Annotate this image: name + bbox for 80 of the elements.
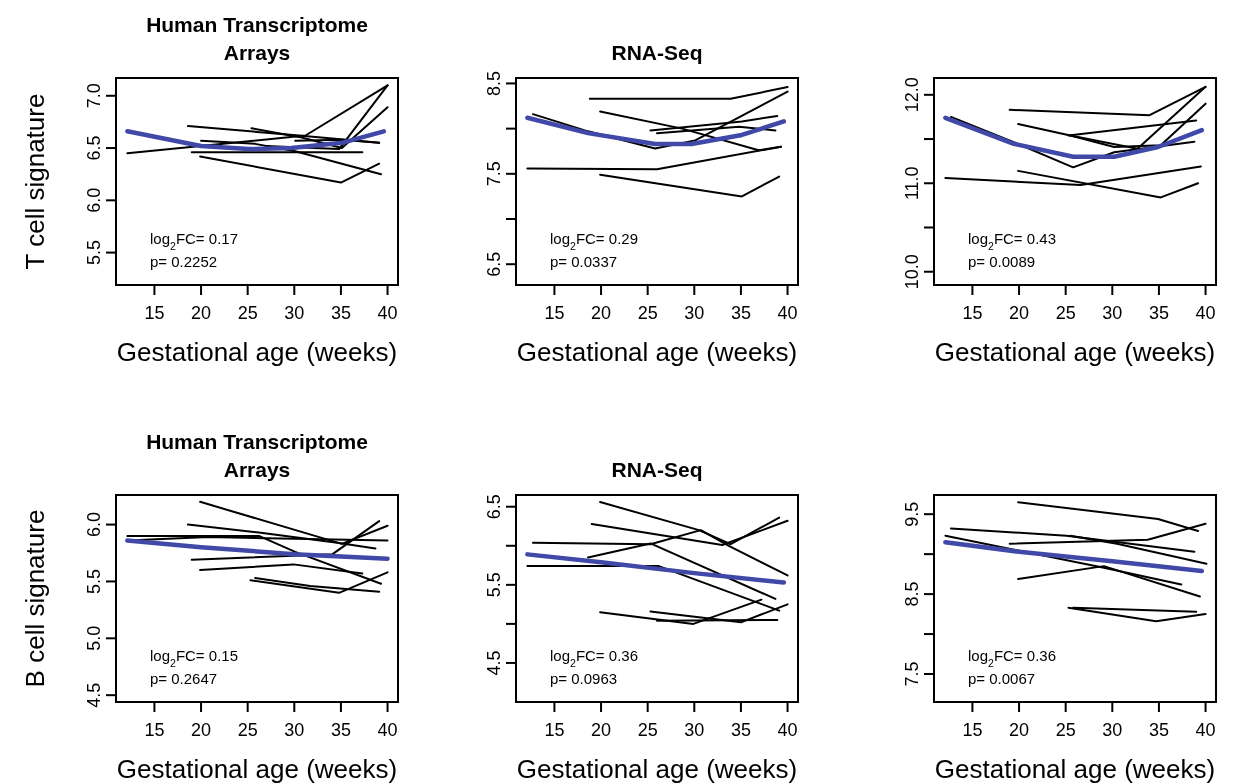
x-tick-label: 20	[191, 303, 212, 323]
annotation: p= 0.2252	[150, 253, 218, 270]
x-tick-label: 40	[777, 720, 798, 740]
y-tick-label: 7.5	[902, 661, 922, 687]
x-tick-label: 30	[1102, 720, 1123, 740]
x-tick-label: 35	[730, 720, 751, 740]
annotation: p= 0.0337	[550, 253, 618, 270]
x-tick-label: 30	[284, 720, 305, 740]
x-tick-label: 15	[962, 303, 983, 323]
y-tick-label: 7.5	[484, 161, 504, 187]
y-tick-label: 12.0	[902, 77, 922, 113]
x-tick-label: 40	[1195, 720, 1216, 740]
y-tick-label: 6.0	[84, 187, 104, 213]
x-tick-label: 40	[1195, 303, 1216, 323]
x-tick-label: 20	[591, 303, 612, 323]
x-axis-title: Gestational age (weeks)	[116, 754, 398, 784]
x-tick-label: 30	[684, 720, 705, 740]
annotation: log$_{2}$FC= 0.43	[968, 230, 1056, 252]
chart-title: RNA-Seq	[611, 458, 703, 481]
y-tick-label: 5.5	[84, 240, 104, 266]
annotation: log$_{2}$FC= 0.36	[550, 647, 638, 669]
x-tick-label: 25	[637, 303, 658, 323]
x-tick-label: 20	[591, 720, 612, 740]
x-tick-label: 40	[377, 720, 398, 740]
y-tick-label: 5.5	[84, 568, 104, 594]
x-tick-label: 35	[330, 303, 351, 323]
y-tick-label: 4.5	[84, 682, 104, 708]
y-tick-label: 9.5	[902, 501, 922, 527]
y-tick-label: 6.0	[84, 512, 104, 538]
x-tick-label: 15	[544, 720, 565, 740]
x-tick-label: 15	[144, 303, 165, 323]
x-tick-label: 25	[1055, 720, 1076, 740]
x-tick-label: 15	[544, 303, 565, 323]
x-tick-label: 30	[684, 303, 705, 323]
y-tick-label: 6.5	[484, 494, 504, 520]
x-tick-label: 30	[1102, 303, 1123, 323]
x-tick-label: 30	[284, 303, 305, 323]
chart-title: Human Transcriptome Arrays	[146, 430, 368, 481]
x-tick-label: 35	[1148, 303, 1169, 323]
annotation: p= 0.0067	[968, 670, 1036, 687]
x-tick-label: 35	[330, 720, 351, 740]
x-tick-label: 15	[144, 720, 165, 740]
x-tick-label: 25	[1055, 303, 1076, 323]
x-tick-label: 25	[237, 303, 258, 323]
annotation: p= 0.0089	[968, 253, 1036, 270]
x-tick-label: 20	[1009, 720, 1030, 740]
x-tick-label: 20	[191, 720, 212, 740]
x-axis-title: Gestational age (weeks)	[934, 337, 1216, 367]
x-tick-label: 15	[962, 720, 983, 740]
chart-title: RNA-Seq	[611, 41, 703, 64]
y-tick-label: 7.0	[84, 83, 104, 109]
y-tick-label: 8.5	[902, 581, 922, 607]
x-axis-title: Gestational age (weeks)	[116, 337, 398, 367]
annotation: log$_{2}$FC= 0.29	[550, 230, 638, 252]
x-axis-title: Gestational age (weeks)	[516, 754, 798, 784]
y-axis-title: T cell signature	[20, 93, 50, 270]
annotation: log$_{2}$FC= 0.17	[150, 230, 238, 252]
x-axis-title: Gestational age (weeks)	[516, 337, 798, 367]
annotation: p= 0.2647	[150, 670, 218, 687]
y-tick-label: 11.0	[902, 166, 922, 201]
chart-title: Human Transcriptome Arrays	[146, 13, 368, 64]
x-tick-label: 40	[377, 303, 398, 323]
annotation: log$_{2}$FC= 0.15	[150, 647, 238, 669]
x-axis-title: Gestational age (weeks)	[934, 754, 1216, 784]
y-tick-label: 4.5	[484, 650, 504, 676]
annotation: p= 0.0963	[550, 670, 618, 687]
x-tick-label: 35	[730, 303, 751, 323]
y-tick-label: 6.5	[84, 135, 104, 161]
y-tick-label: 8.5	[484, 70, 504, 96]
x-tick-label: 35	[1148, 720, 1169, 740]
y-tick-label: 5.5	[484, 572, 504, 598]
x-tick-label: 25	[237, 720, 258, 740]
y-axis-title: B cell signature	[20, 509, 50, 688]
annotation: log$_{2}$FC= 0.36	[968, 647, 1056, 669]
y-tick-label: 6.5	[484, 251, 504, 277]
x-tick-label: 25	[637, 720, 658, 740]
y-tick-label: 5.0	[84, 625, 104, 651]
x-tick-label: 40	[777, 303, 798, 323]
x-tick-label: 20	[1009, 303, 1030, 323]
y-tick-label: 10.0	[902, 254, 922, 290]
